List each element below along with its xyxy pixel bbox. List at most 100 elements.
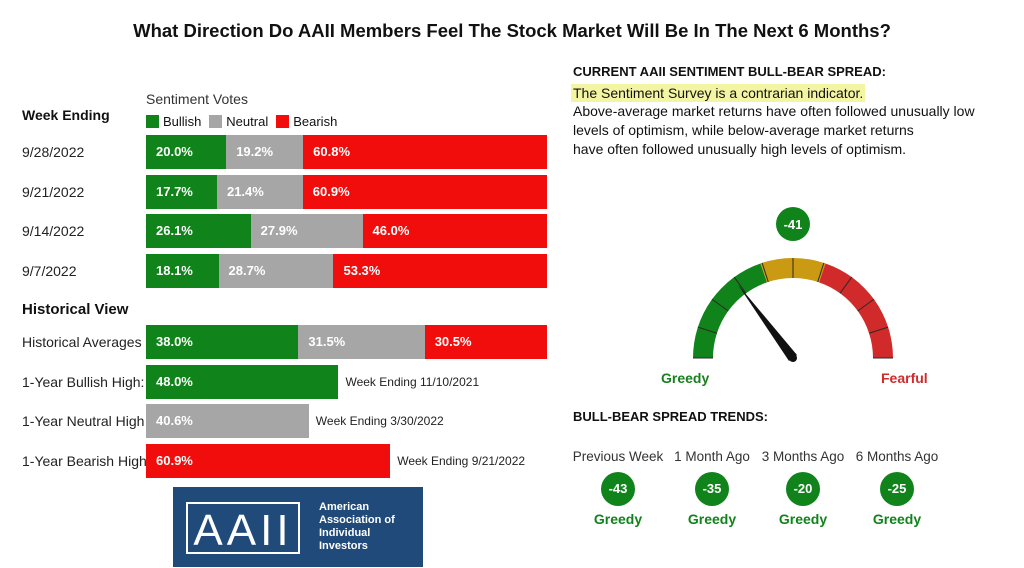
logo-line-1: American [319,501,370,513]
stacked-bar: 20.0% 19.2% 60.8% [146,135,547,169]
trend-3-months-ago: 3 Months Ago -20 Greedy [743,449,863,527]
gauge-tick [761,262,769,283]
gauge-tick [868,326,889,334]
week-ending-note: Week Ending 9/21/2022 [397,454,526,468]
trend-value-badge: -25 [880,472,914,506]
stacked-bar: 38.0% 31.5% 30.5% [146,325,547,359]
stacked-bar: 17.7% 21.4% 60.9% [146,175,547,209]
sentiment-gauge: -41 [693,207,893,362]
gauge-tick [839,276,853,294]
row-label: Historical Averages [22,334,142,350]
legend-swatch-bearish [276,115,290,128]
bearish-segment: 60.8% [303,135,547,169]
aaii-logo-letters: AAII [193,506,292,555]
legend-swatch-neutral [209,115,223,128]
legend-label-bullish: Bullish [163,114,202,129]
desc-line-1: Above-average market returns have often … [573,103,975,119]
trends-heading: BULL-BEAR SPREAD TRENDS: [573,409,768,424]
legend: Bullish Neutral Bearish [146,114,345,129]
gauge-tick [817,262,825,283]
neutral-segment: 19.2% [226,135,304,169]
trend-value-badge: -20 [786,472,820,506]
bearish-segment: 60.9% [302,175,547,209]
bullish-segment: 38.0% [146,325,299,359]
stacked-bar: 26.1% 27.9% 46.0% [146,214,547,248]
row-label: 1-Year Bearish High [22,453,147,469]
row-label: 1-Year Neutral High [22,413,145,429]
aaii-logo: AAII American Association of Individual … [173,487,423,567]
gauge-tick [697,326,718,334]
gauge-tick [857,298,875,312]
trend-1-month-ago: 1 Month Ago -35 Greedy [652,449,772,527]
bullish-segment: 48.0% [146,365,339,399]
logo-line-2: Association of [319,514,395,526]
trend-sentiment-word: Greedy [687,511,737,527]
neutral-segment: 21.4% [216,175,303,209]
high-bar: 60.9% [146,444,391,478]
row-label: 9/7/2022 [22,263,77,279]
gauge-band-greedy [693,263,767,358]
row-label: 9/28/2022 [22,144,85,160]
gauge-value-badge: -41 [776,207,810,241]
contrarian-highlight: The Sentiment Survey is a contrarian ind… [571,84,866,102]
desc-line-3: have often followed unusually high level… [573,141,907,157]
sentiment-votes-label: Sentiment Votes [146,91,248,107]
row-label: 9/14/2022 [22,223,85,239]
aaii-logo-mark: AAII [186,502,300,555]
gauge-band-fearful [819,263,893,358]
legend-label-neutral: Neutral [226,114,269,129]
legend-swatch-bullish [146,115,159,128]
trend-sentiment-word: Greedy [872,511,922,527]
neutral-segment: 27.9% [250,214,363,248]
historical-view-heading: Historical View [22,301,129,318]
gauge-tick [711,298,729,312]
gauge-greedy-label: Greedy [661,370,710,386]
trend-sentiment-word: Greedy [593,511,643,527]
bullish-segment: 26.1% [146,214,251,248]
gauge-hub [789,354,797,362]
logo-line-4: Investors [319,540,368,552]
trend-label: 1 Month Ago [674,449,750,464]
trend-sentiment-word: Greedy [778,511,828,527]
high-bar: 40.6% [146,404,309,438]
row-label: 1-Year Bullish High: [22,374,145,390]
high-bar: 48.0% [146,365,339,399]
bullish-segment: 17.7% [146,175,217,209]
gauge-value-circle [776,207,810,241]
legend-label-bearish: Bearish [293,114,338,129]
neutral-segment: 31.5% [298,325,425,359]
week-ending-note: Week Ending 11/10/2021 [345,375,480,389]
week-ending-heading: Week Ending [22,107,110,123]
gauge-tick [733,276,747,294]
gauge-ticks [693,258,893,359]
bearish-segment: 53.3% [333,254,547,288]
bullish-segment: 20.0% [146,135,227,169]
bearish-segment: 46.0% [362,214,547,248]
row-label: 9/21/2022 [22,184,85,200]
gauge-needle [737,284,797,362]
week-ending-note: Week Ending 3/30/2022 [315,414,444,428]
neutral-segment: 28.7% [218,254,334,288]
legend-item-neutral: Neutral [209,114,268,129]
legend-item-bullish: Bullish [146,114,201,129]
gauge-fearful-label: Fearful [881,370,928,386]
trend-value-badge: -35 [695,472,729,506]
aaii-logo-text: American Association of Individual Inves… [319,501,395,553]
trend-label: Previous Week [572,449,664,464]
gauge-value-text: -41 [784,217,803,232]
trend-previous-week: Previous Week -43 Greedy [558,449,678,527]
desc-line-2: levels of optimism, while below-average … [573,122,914,138]
trend-value-badge: -43 [601,472,635,506]
bullish-segment: 18.1% [146,254,219,288]
bearish-segment: 30.5% [424,325,547,359]
stacked-bar: 18.1% 28.7% 53.3% [146,254,547,288]
bearish-segment: 60.9% [146,444,391,478]
logo-line-3: Individual [319,527,371,539]
trend-6-months-ago: 6 Months Ago -25 Greedy [837,449,957,527]
trend-label: 6 Months Ago [855,449,939,464]
chart-title: What Direction Do AAII Members Feel The … [133,20,891,41]
legend-item-bearish: Bearish [276,114,337,129]
trend-label: 3 Months Ago [761,449,845,464]
spread-description: Above-average market returns have often … [573,102,1013,159]
neutral-segment: 40.6% [146,404,309,438]
